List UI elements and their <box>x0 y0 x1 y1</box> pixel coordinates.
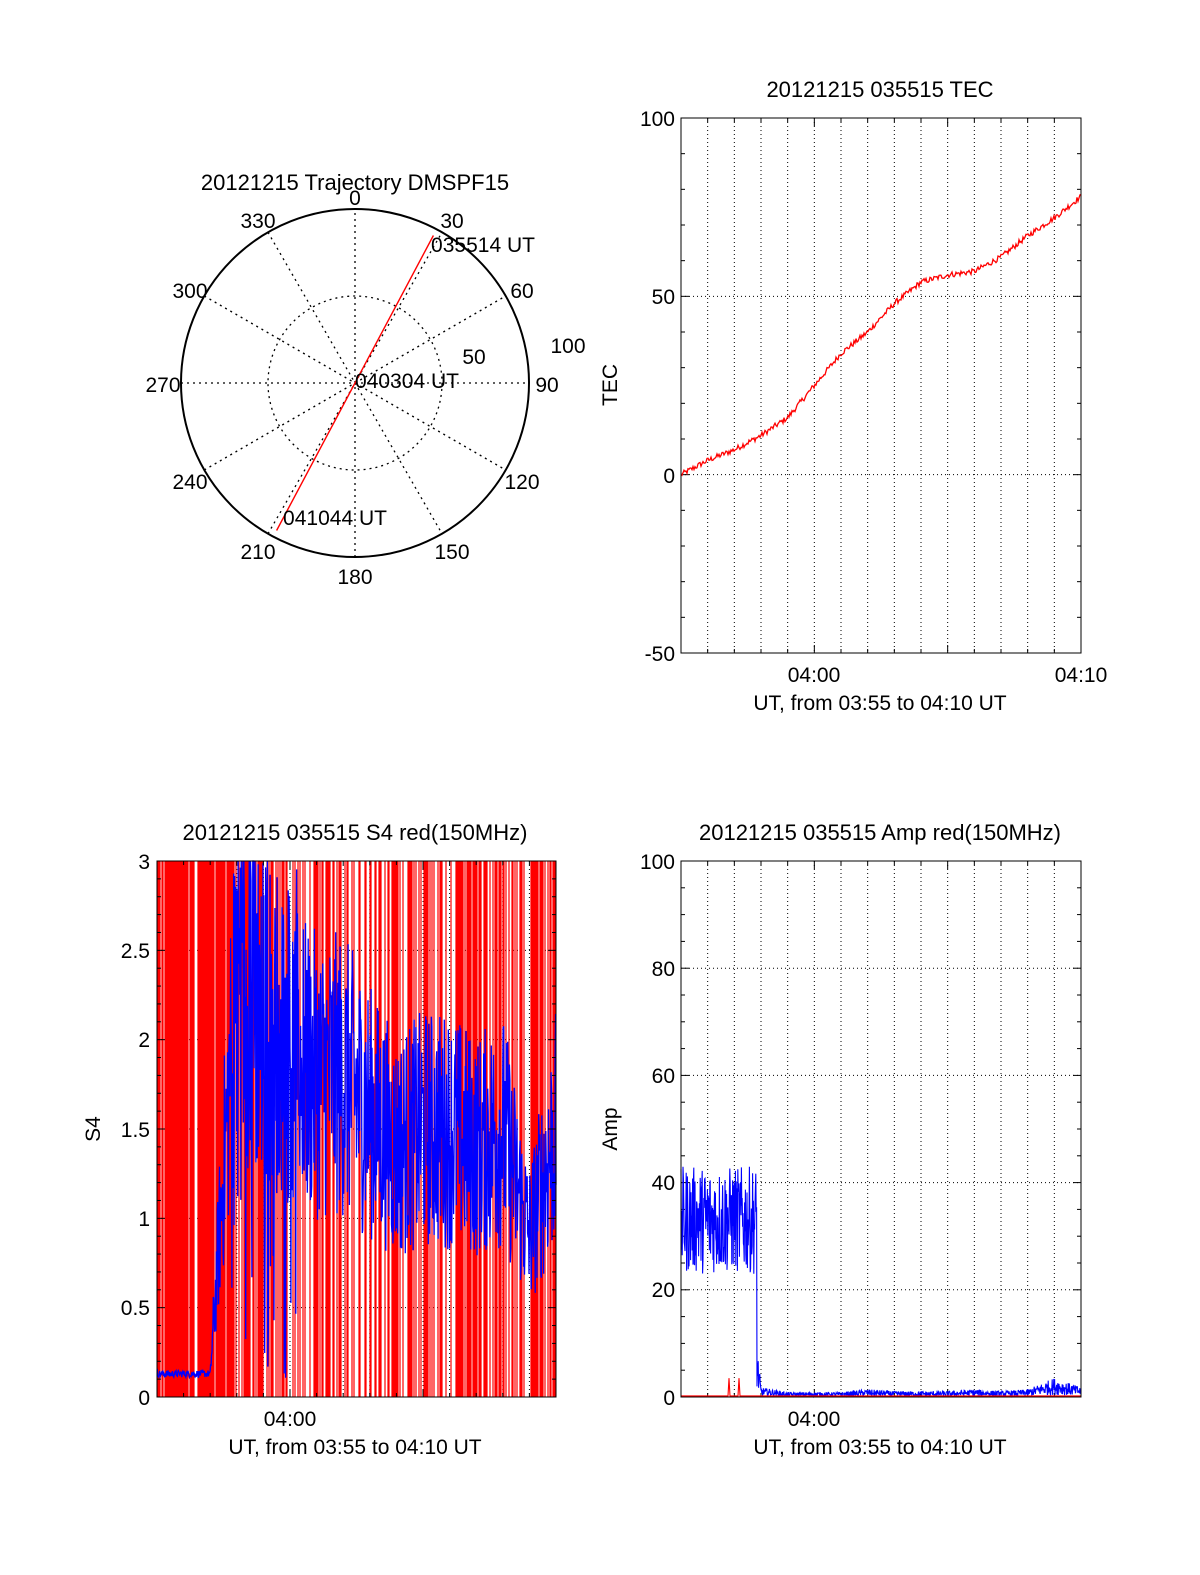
s4-y-tick-2: 2 <box>138 1029 150 1052</box>
tec-plot: 20121215 035515 TEC 100 50 0 -50 04:00 0… <box>599 77 1107 715</box>
azimuth-label-180: 180 <box>337 566 372 589</box>
amp-y-tick-60: 60 <box>652 1065 675 1088</box>
polar-ring-50 <box>267 295 443 471</box>
tec-axis-ticks <box>680 117 1082 654</box>
azimuth-label-240: 240 <box>172 471 207 494</box>
tec-plot-frame <box>680 117 1082 654</box>
trajectory-line <box>275 235 435 531</box>
amp-x-tick-0400: 04:00 <box>788 1408 841 1431</box>
tec-y-label: TEC <box>599 364 622 406</box>
amp-title: 20121215 035515 Amp red(150MHz) <box>699 820 1061 845</box>
azimuth-label-210: 210 <box>240 541 275 564</box>
s4-y-tick-2.5: 2.5 <box>121 940 150 963</box>
s4-blue-series-line <box>156 860 557 1380</box>
tec-y-tick-100: 100 <box>640 108 675 131</box>
amp-blue-series-line <box>680 1166 1082 1399</box>
tec-x-tick-0400: 04:00 <box>788 664 841 687</box>
s4-plot: 20121215 035515 S4 red(150MHz) 3 2.5 2 1… <box>82 820 557 1459</box>
amp-plot: 20121215 035515 Amp red(150MHz) 100 80 6… <box>599 820 1082 1459</box>
azimuth-label-60: 60 <box>510 280 533 303</box>
tec-y-tick-minus50: -50 <box>645 643 675 666</box>
amp-grid <box>681 861 1081 1397</box>
amp-y-tick-20: 20 <box>652 1279 675 1302</box>
s4-y-tick-1: 1 <box>138 1208 150 1231</box>
s4-y-tick-3: 3 <box>138 851 150 874</box>
tec-x-label: UT, from 03:55 to 04:10 UT <box>753 692 1006 715</box>
azimuth-label-300: 300 <box>172 280 207 303</box>
polar-title: 20121215 Trajectory DMSPF15 <box>201 170 509 195</box>
tec-y-tick-50: 50 <box>652 286 675 309</box>
s4-y-tick-0.5: 0.5 <box>121 1297 150 1320</box>
azimuth-label-0: 0 <box>349 187 361 210</box>
amp-red-series-line <box>681 1378 1081 1397</box>
azimuth-label-90: 90 <box>535 374 558 397</box>
azimuth-label-150: 150 <box>434 541 469 564</box>
amp-y-tick-40: 40 <box>652 1172 675 1195</box>
polar-plot: 20121215 Trajectory DMSPF15 0 30 60 90 1… <box>145 170 585 589</box>
s4-y-tick-1.5: 1.5 <box>121 1119 150 1142</box>
s4-title: 20121215 035515 S4 red(150MHz) <box>183 820 528 845</box>
tec-series-line <box>680 194 1082 477</box>
radius-label-50: 50 <box>462 346 485 369</box>
tec-y-tick-0: 0 <box>663 465 675 488</box>
amp-y-label: Amp <box>599 1107 622 1150</box>
amp-axis-ticks <box>680 860 1082 1398</box>
amp-plot-frame <box>680 860 1082 1398</box>
amp-y-tick-0: 0 <box>663 1387 675 1410</box>
amp-y-tick-80: 80 <box>652 958 675 981</box>
tec-title: 20121215 035515 TEC <box>766 77 993 102</box>
s4-y-tick-0: 0 <box>138 1387 150 1410</box>
s4-x-label: UT, from 03:55 to 04:10 UT <box>228 1436 481 1459</box>
s4-plot-frame <box>156 860 557 1398</box>
azimuth-label-120: 120 <box>504 471 539 494</box>
annotation-start-time: 035514 UT <box>431 234 535 257</box>
azimuth-label-30: 30 <box>440 210 463 233</box>
amp-x-label: UT, from 03:55 to 04:10 UT <box>753 1436 1006 1459</box>
amp-y-tick-100: 100 <box>640 851 675 874</box>
s4-x-tick-0400: 04:00 <box>264 1408 317 1431</box>
polar-outer-circle <box>180 208 530 558</box>
azimuth-label-270: 270 <box>145 374 180 397</box>
radius-label-100: 100 <box>550 335 585 358</box>
annotation-mid-time: 040304 UT <box>355 370 459 393</box>
azimuth-label-330: 330 <box>240 210 275 233</box>
s4-y-label: S4 <box>82 1116 105 1142</box>
annotation-end-time: 041044 UT <box>283 507 387 530</box>
tec-x-tick-0410: 04:10 <box>1055 664 1108 687</box>
tec-grid <box>681 118 1081 653</box>
